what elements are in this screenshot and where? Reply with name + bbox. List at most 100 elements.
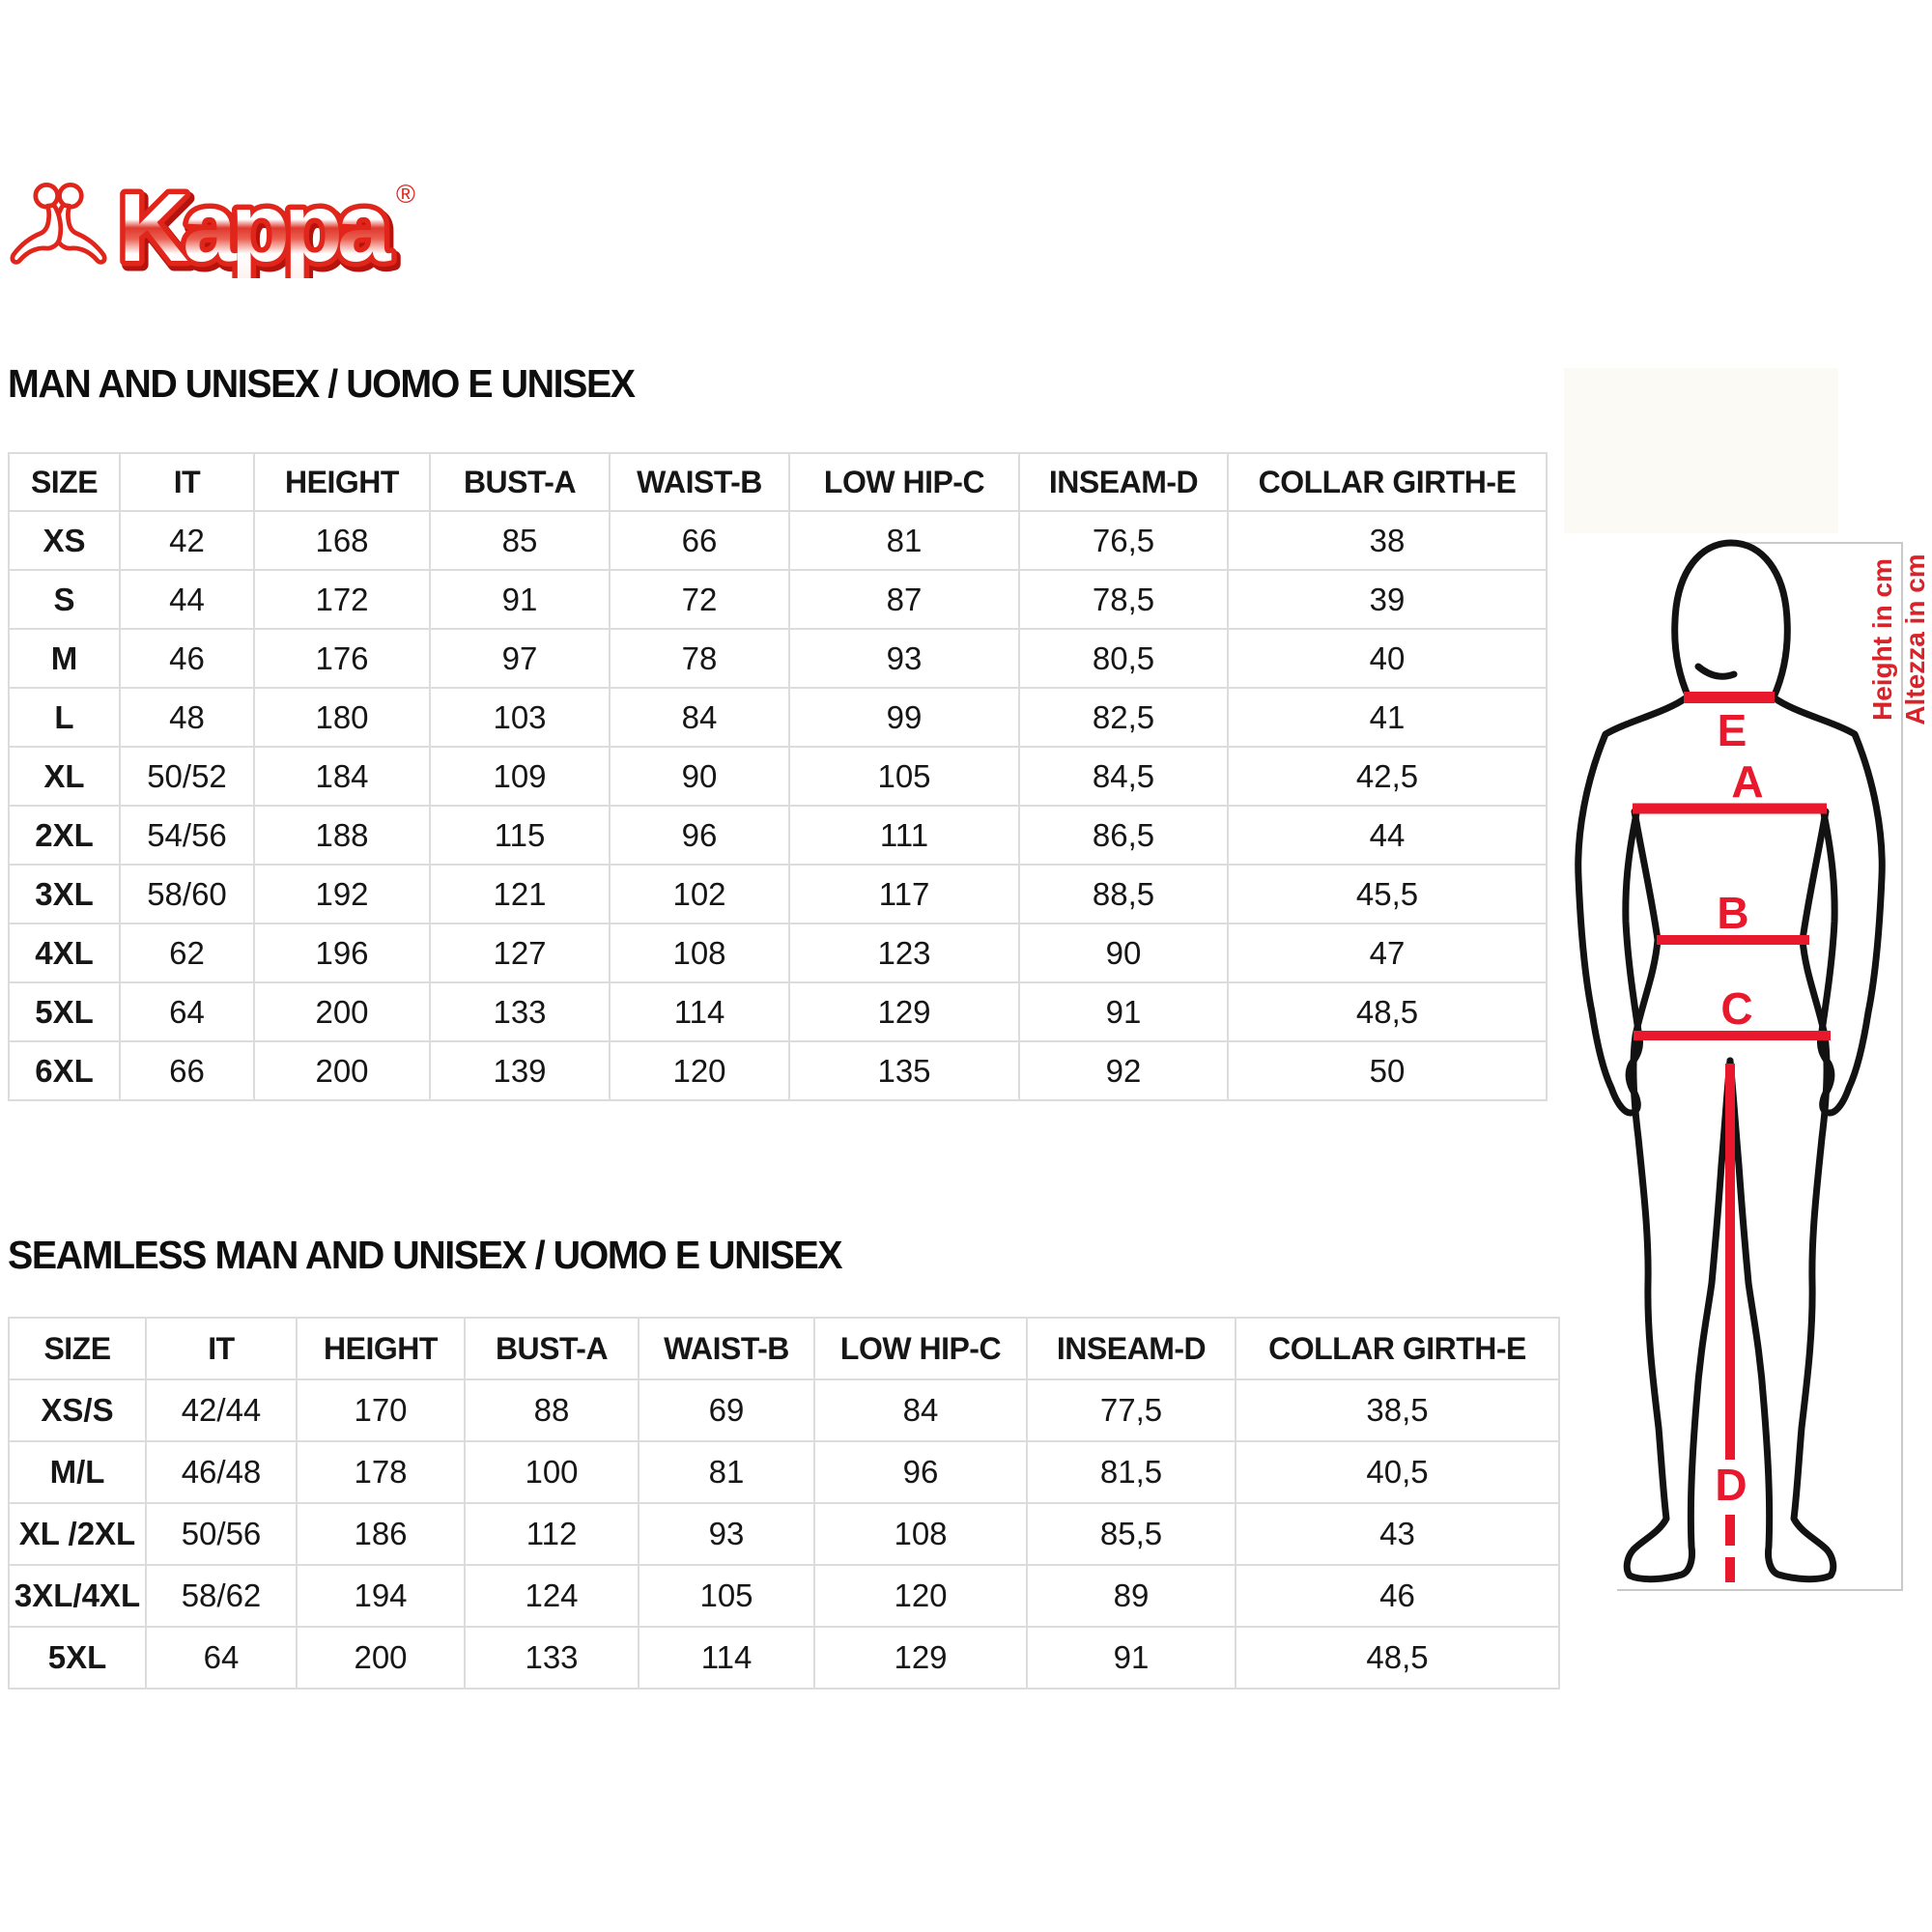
measurement-cell: 66 xyxy=(119,1040,255,1101)
column-header: WAIST-B xyxy=(638,1317,815,1380)
measurement-cell: 124 xyxy=(464,1564,639,1628)
measurement-cell: 92 xyxy=(1018,1040,1229,1101)
section-title-man-unisex: MAN AND UNISEX / UOMO E UNISEX xyxy=(8,361,636,406)
size-row: L 48 180 103 84 99 82,5 41 xyxy=(8,687,1548,748)
size-label-cell: XL xyxy=(8,746,121,807)
measurement-cell: 85,5 xyxy=(1026,1502,1236,1566)
measurement-cell: 117 xyxy=(788,864,1020,924)
measurement-cell: 42,5 xyxy=(1227,746,1548,807)
column-header: COLLAR GIRTH-E xyxy=(1227,452,1548,512)
label-B: B xyxy=(1717,888,1748,938)
size-label-cell: 5XL xyxy=(8,1626,147,1690)
measurement-cell: 115 xyxy=(429,805,611,866)
measurement-cell: 41 xyxy=(1227,687,1548,748)
figure-panel-background xyxy=(1564,368,1838,533)
measurement-cell: 96 xyxy=(609,805,790,866)
size-table-seamless: SIZE IT HEIGHT BUST-A WAIST-B LOW HIP-C INSEAM… xyxy=(8,1317,1560,1690)
measurement-cell: 50/52 xyxy=(119,746,255,807)
size-label-cell: 4XL xyxy=(8,923,121,983)
measurement-cell: 127 xyxy=(429,923,611,983)
measurement-cell: 120 xyxy=(813,1564,1028,1628)
measurement-cell: 76,5 xyxy=(1018,510,1229,571)
column-header: IT xyxy=(119,452,255,512)
measurement-cell: 102 xyxy=(609,864,790,924)
measurement-cell: 64 xyxy=(145,1626,298,1690)
size-label-cell: S xyxy=(8,569,121,630)
size-label-cell: M xyxy=(8,628,121,689)
measurement-cell: 81 xyxy=(638,1440,815,1504)
measurement-cell: 97 xyxy=(429,628,611,689)
size-row: S 44 172 91 72 87 78,5 39 xyxy=(8,569,1548,630)
measurement-cell: 42 xyxy=(119,510,255,571)
measurement-cell: 170 xyxy=(296,1378,466,1442)
measurement-cell: 77,5 xyxy=(1026,1378,1236,1442)
measurement-cell: 81 xyxy=(788,510,1020,571)
figure-panel-border-right xyxy=(1901,542,1903,1591)
measurement-cell: 111 xyxy=(788,805,1020,866)
section-title-seamless: SEAMLESS MAN AND UNISEX / UOMO E UNISEX xyxy=(8,1233,843,1277)
size-label-cell: XS xyxy=(8,510,121,571)
measurement-cell: 66 xyxy=(609,510,790,571)
column-header: COLLAR GIRTH-E xyxy=(1235,1317,1560,1380)
column-header: LOW HIP-C xyxy=(788,452,1020,512)
measurement-cell: 88,5 xyxy=(1018,864,1229,924)
body-measurement-diagram: E A B C D xyxy=(1575,539,1906,1595)
measurement-cell: 80,5 xyxy=(1018,628,1229,689)
size-row: M 46 176 97 78 93 80,5 40 xyxy=(8,628,1548,689)
kappa-logo: Kappa Kappa ® xyxy=(10,164,425,293)
measurement-cell: 42/44 xyxy=(145,1378,298,1442)
measurement-cell: 86,5 xyxy=(1018,805,1229,866)
measurement-cell: 108 xyxy=(813,1502,1028,1566)
measurement-cell: 105 xyxy=(638,1564,815,1628)
column-header: INSEAM-D xyxy=(1018,452,1229,512)
measurement-cell: 78,5 xyxy=(1018,569,1229,630)
size-row: 3XL 58/60 192 121 102 117 88,5 45,5 xyxy=(8,864,1548,924)
measurement-cell: 100 xyxy=(464,1440,639,1504)
measurement-cell: 96 xyxy=(813,1440,1028,1504)
measurement-cell: 103 xyxy=(429,687,611,748)
measurement-cell: 114 xyxy=(638,1626,815,1690)
measurement-cell: 112 xyxy=(464,1502,639,1566)
measurement-cell: 54/56 xyxy=(119,805,255,866)
column-header: IT xyxy=(145,1317,298,1380)
measurement-cell: 135 xyxy=(788,1040,1020,1101)
kappa-omini-icon xyxy=(13,185,107,262)
size-row: XS/S 42/44 170 88 69 84 77,5 38,5 xyxy=(8,1378,1560,1442)
measurement-cell: 91 xyxy=(1018,981,1229,1042)
measurement-cell: 93 xyxy=(788,628,1020,689)
size-row: XS 42 168 85 66 81 76,5 38 xyxy=(8,510,1548,571)
column-header: INSEAM-D xyxy=(1026,1317,1236,1380)
measurement-cell: 184 xyxy=(253,746,431,807)
measurement-cell: 176 xyxy=(253,628,431,689)
measurement-cell: 133 xyxy=(464,1626,639,1690)
measurement-cell: 186 xyxy=(296,1502,466,1566)
measurement-cell: 69 xyxy=(638,1378,815,1442)
size-row: 4XL 62 196 127 108 123 90 47 xyxy=(8,923,1548,983)
measurement-cell: 58/60 xyxy=(119,864,255,924)
measurement-cell: 44 xyxy=(1227,805,1548,866)
size-table-man-unisex: SIZE IT HEIGHT BUST-A WAIST-B LOW HIP-C INSEAM… xyxy=(8,452,1548,1101)
column-header: BUST-A xyxy=(429,452,611,512)
measurement-cell: 139 xyxy=(429,1040,611,1101)
size-row: 5XL 64 200 133 114 129 91 48,5 xyxy=(8,1626,1560,1690)
size-row: XL 50/52 184 109 90 105 84,5 42,5 xyxy=(8,746,1548,807)
size-label-cell: 3XL/4XL xyxy=(8,1564,147,1628)
measurement-cell: 48 xyxy=(119,687,255,748)
size-label-cell: M/L xyxy=(8,1440,147,1504)
registered-trademark-icon: ® xyxy=(396,180,415,209)
column-header: SIZE xyxy=(8,452,121,512)
measurement-cell: 114 xyxy=(609,981,790,1042)
measurement-cell: 194 xyxy=(296,1564,466,1628)
size-row: 2XL 54/56 188 115 96 111 86,5 44 xyxy=(8,805,1548,866)
header-row: SIZE IT HEIGHT BUST-A WAIST-B LOW HIP-C INSEAM… xyxy=(8,1317,1560,1380)
size-row: XL /2XL 50/56 186 112 93 108 85,5 43 xyxy=(8,1502,1560,1566)
column-header: LOW HIP-C xyxy=(813,1317,1028,1380)
measurement-cell: 93 xyxy=(638,1502,815,1566)
size-label-cell: 2XL xyxy=(8,805,121,866)
measurement-cell: 38 xyxy=(1227,510,1548,571)
measurement-cell: 47 xyxy=(1227,923,1548,983)
measurement-cell: 48,5 xyxy=(1235,1626,1560,1690)
size-row: 6XL 66 200 139 120 135 92 50 xyxy=(8,1040,1548,1101)
label-C: C xyxy=(1720,983,1752,1034)
